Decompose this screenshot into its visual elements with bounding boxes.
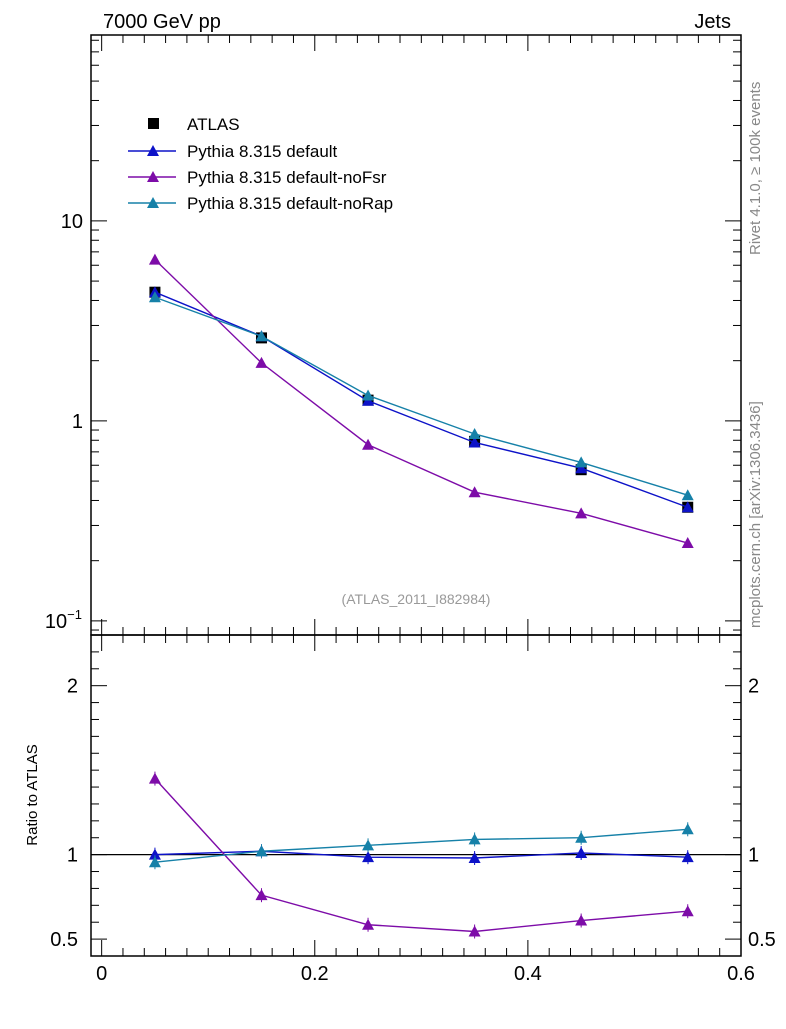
main-ytick-label: 10 [61, 211, 83, 233]
ratio-series-point [575, 914, 588, 926]
ratio-xtick-label: 0 [96, 963, 107, 985]
series-line [154, 291, 688, 508]
legend-marker [147, 145, 159, 156]
series-point [468, 427, 481, 439]
legend-label: Pythia 8.315 default-noFsr [187, 168, 387, 187]
ratio-xtick-label: 0.2 [301, 963, 329, 985]
legend-marker [147, 171, 159, 182]
legend-marker [147, 197, 159, 208]
ratio-series-point [148, 848, 161, 860]
main-series-group [148, 253, 694, 549]
series-line [154, 259, 688, 544]
header-right: Jets [694, 11, 731, 33]
ratio-series-point [681, 905, 694, 917]
ratio-series-point [575, 846, 588, 858]
mcplots-label: mcplots.cern.ch [arXiv:1306.3436] [747, 401, 764, 628]
ratio-ytick-label-left: 1 [67, 845, 78, 867]
ratio-axis-ticks: 0.5 0.5 1 1 2 2 0 0.2 0.4 0.6 [50, 634, 776, 985]
ratio-ytick-label-left: 0.5 [50, 929, 78, 951]
ratio-series-point [575, 831, 588, 843]
series-point [468, 436, 481, 448]
series-point [575, 462, 588, 474]
ratio-xtick-label: 0.6 [727, 963, 755, 985]
series-point [575, 507, 588, 519]
series-point [681, 537, 694, 549]
ratio-ylabel: Ratio to ATLAS [24, 744, 41, 845]
series-point [362, 389, 375, 401]
series-point [575, 456, 588, 468]
main-axis-ticks: 10−1 1 10 [45, 35, 742, 635]
ratio-series-point [468, 852, 481, 864]
ratio-series-point [148, 772, 161, 784]
ratio-ytick-label-right: 2 [748, 676, 759, 698]
ratio-series-line [154, 778, 688, 933]
legend-marker-atlas [148, 118, 159, 129]
ratio-series-line [154, 828, 688, 863]
series-point [681, 501, 694, 513]
ratio-series-point [362, 839, 375, 851]
main-ytick-label: 10−1 [45, 607, 82, 633]
ratio-plot-frame [90, 634, 742, 957]
ratio-xtick-label: 0.4 [514, 963, 542, 985]
ratio-ytick-label-left: 2 [67, 676, 78, 698]
legend-label: Pythia 8.315 default-noRap [187, 194, 393, 213]
ratio-series-point [255, 845, 268, 857]
ratio-series-point [681, 851, 694, 863]
series-point [681, 489, 694, 501]
ratio-series-point [255, 889, 268, 901]
series-point [148, 253, 161, 265]
ratio-series-point [468, 833, 481, 845]
series-point [255, 356, 268, 368]
rivet-label: Rivet 4.1.0, ≥ 100k events [747, 82, 764, 255]
header-left: 7000 GeV pp [103, 11, 221, 33]
legend: ATLAS Pythia 8.315 default Pythia 8.315 de… [128, 115, 393, 213]
series-point [148, 291, 161, 303]
series-line [154, 296, 688, 496]
ratio-ytick-label-right: 0.5 [748, 929, 776, 951]
ratio-ytick-label-right: 1 [748, 845, 759, 867]
legend-label: Pythia 8.315 default [187, 142, 338, 161]
ratio-series-point [362, 918, 375, 930]
main-ytick-label: 1 [72, 411, 83, 433]
series-point [468, 486, 481, 498]
series-point [362, 438, 375, 450]
ratio-series-point [362, 851, 375, 863]
analysis-label: (ATLAS_2011_I882984) [342, 591, 491, 607]
legend-label: ATLAS [187, 115, 240, 134]
ratio-series-group [148, 771, 694, 939]
series-point [255, 330, 268, 342]
ratio-series-line [154, 850, 688, 859]
ratio-series-point [468, 925, 481, 937]
ratio-series-point [681, 823, 694, 835]
ratio-series-point [148, 856, 161, 868]
